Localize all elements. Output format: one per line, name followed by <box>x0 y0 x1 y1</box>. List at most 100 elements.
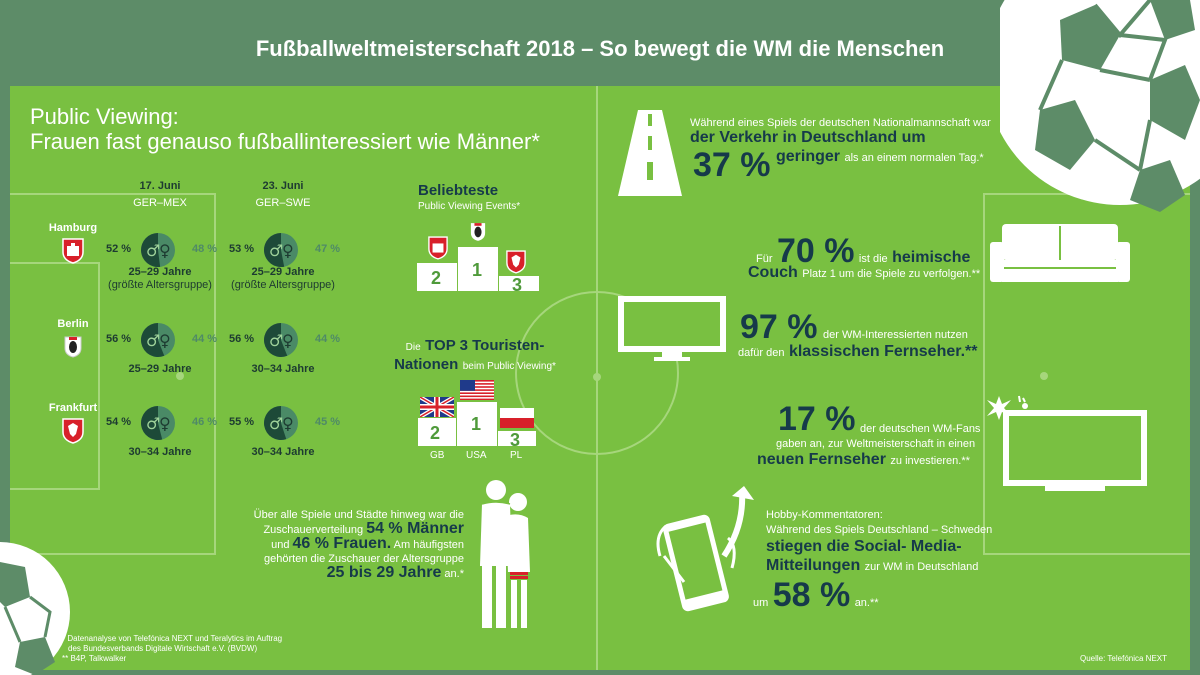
gender-donut: 52 % ♂ ♀ 48 % <box>106 232 226 268</box>
men-share-slice <box>141 406 163 440</box>
female-symbol-icon: ♀ <box>282 414 294 433</box>
summary-text: Über alle Spiele und Städte hinweg war d… <box>232 508 464 581</box>
newtv-new-tv: neuen Fernseher <box>757 451 886 468</box>
social-pre: um <box>753 597 769 609</box>
men-percent: 53 % <box>229 243 255 255</box>
male-symbol-icon: ♂ <box>269 331 283 350</box>
gender-donut: 55 % ♂ ♀ 45 % <box>229 405 349 441</box>
summary-men: 54 % Männer <box>366 520 464 537</box>
tourist-podium-second <box>418 418 456 446</box>
tourists-title-bold: TOP 3 Touristen- <box>425 337 545 354</box>
couch-line2: Couch Platz 1 um die Spiele zu verfolgen… <box>748 264 980 282</box>
women-percent: 45 % <box>315 416 341 428</box>
men-percent: 54 % <box>106 416 132 428</box>
public-viewing-heading-line2: Frauen fast genauso fußballinteressiert … <box>30 129 540 154</box>
age-hamburg-1-note: (größte Altersgruppe) <box>108 279 212 291</box>
match-teams-2: GER–SWE <box>255 197 311 209</box>
poland-flag-icon <box>500 408 534 428</box>
summary-line5-b: an.* <box>444 568 464 580</box>
road-icon <box>618 110 682 196</box>
couch-pre: Für <box>756 253 773 265</box>
country-gb: GB <box>430 450 445 461</box>
country-pl: PL <box>510 450 523 461</box>
gender-donut-chart: ♂♀ <box>141 323 175 357</box>
events-title: Beliebteste <box>418 182 499 199</box>
podium-third <box>499 276 539 291</box>
couch-rest: Platz 1 um die Spiele zu verfolgen.** <box>802 268 981 280</box>
newtv-rest: zu investieren.** <box>890 455 970 467</box>
hamburg-coat-icon <box>62 238 84 264</box>
social-post: an.** <box>854 597 879 609</box>
tourist-podium-third-number: 3 <box>510 430 521 450</box>
uk-flag-icon <box>420 397 454 417</box>
tourists-title-line2: Nationen beim Public Viewing* <box>380 356 570 374</box>
men-percent: 56 % <box>106 333 132 345</box>
social-line1: Hobby-Kommentatoren: <box>766 509 883 521</box>
female-symbol-icon: ♀ <box>159 241 171 260</box>
social-line2: Während des Spiels Deutschland – Schwede… <box>766 524 993 536</box>
tv-line1: der WM-Interessierten nutzen <box>823 329 968 341</box>
footnote-2: des Bundesverbands Digitale Wirtschaft e… <box>68 644 258 653</box>
male-symbol-icon: ♂ <box>146 414 160 433</box>
footnote-1: * Datenanalyse von Telefónica NEXT und T… <box>62 634 283 643</box>
summary-line4: gehörten die Zuschauer der Altersgruppe <box>264 553 464 565</box>
summary-line1: Über alle Spiele und Städte hinweg war d… <box>253 509 464 521</box>
men-share-slice <box>141 323 165 357</box>
usa-flag-icon <box>460 380 494 400</box>
couple-illustration-icon <box>480 480 530 628</box>
tourists-title: Die TOP 3 Touristen- <box>380 337 570 355</box>
age-hamburg-2: 25–29 Jahre (größte Altersgruppe) <box>218 266 348 292</box>
right-penalty-spot <box>1040 372 1048 380</box>
match-date-1: 17. Juni <box>139 180 181 192</box>
men-percent: 52 % <box>106 243 132 255</box>
summary-women: 46 % Frauen. <box>292 535 392 552</box>
traffic-normal-day: als an einem normalen Tag.* <box>844 152 984 164</box>
summary-age: 25 bis 29 Jahre <box>326 564 442 581</box>
podium-berlin-icon <box>470 223 486 241</box>
women-percent: 44 % <box>315 333 341 345</box>
newtv-line3: neuen Fernseher zu investieren.** <box>757 451 970 469</box>
traffic-percent: 37 % <box>693 146 771 184</box>
podium-third-number: 3 <box>512 275 523 295</box>
podium-frankfurt-icon <box>506 250 526 274</box>
city-name-frankfurt: Frankfurt <box>48 402 98 414</box>
berlin-coat-icon <box>64 336 82 358</box>
social-messages: Mitteilungen <box>766 557 861 574</box>
age-frankfurt-2: 30–34 Jahre <box>251 446 315 458</box>
tv-line2-a: dafür den <box>738 347 785 359</box>
traffic-line1: Während eines Spiels der deutschen Natio… <box>690 117 991 129</box>
country-usa: USA <box>466 450 487 461</box>
men-share-slice <box>264 323 288 357</box>
age-hamburg-2-note: (größte Altersgruppe) <box>231 279 335 291</box>
social-rest: zur WM in Deutschland <box>864 561 979 573</box>
women-percent: 48 % <box>192 243 218 255</box>
gender-donut-chart: ♂♀ <box>141 233 175 267</box>
source: Quelle: Telefónica NEXT <box>1080 654 1168 663</box>
podium-second <box>417 263 457 291</box>
tourists-subtitle: beim Public Viewing* <box>462 361 556 372</box>
podium-second-number: 2 <box>431 268 442 288</box>
tourist-podium-first <box>457 402 497 446</box>
men-share-slice <box>141 233 161 267</box>
social-bold1: stiegen die Social- Media- <box>766 538 962 555</box>
gender-donut: 56 % ♂ ♀ 44 % <box>106 322 226 358</box>
age-hamburg-1-value: 25–29 Jahre <box>128 266 192 278</box>
couch-mid: ist die <box>858 253 888 265</box>
age-frankfurt-1: 30–34 Jahre <box>128 446 192 458</box>
phone-icon <box>656 486 754 612</box>
men-share-slice <box>264 233 285 267</box>
tourist-podium-second-number: 2 <box>430 423 441 443</box>
left-penalty-box <box>10 193 216 555</box>
match-teams-1: GER–MEX <box>133 197 187 209</box>
social-line5: um 58 % an.** <box>753 576 879 615</box>
social-line4: Mitteilungen zur WM in Deutschland <box>766 557 978 575</box>
public-viewing-heading: Public Viewing: Frauen fast genauso fußb… <box>30 104 540 154</box>
men-share-slice <box>264 406 287 440</box>
left-penalty-spot <box>176 372 184 380</box>
age-berlin-2: 30–34 Jahre <box>251 363 315 375</box>
tv-percent: 97 % <box>740 308 818 346</box>
age-hamburg-1: 25–29 Jahre (größte Altersgruppe) <box>95 266 225 292</box>
male-symbol-icon: ♂ <box>146 331 160 350</box>
tourists-title-nations: Nationen <box>394 356 459 373</box>
